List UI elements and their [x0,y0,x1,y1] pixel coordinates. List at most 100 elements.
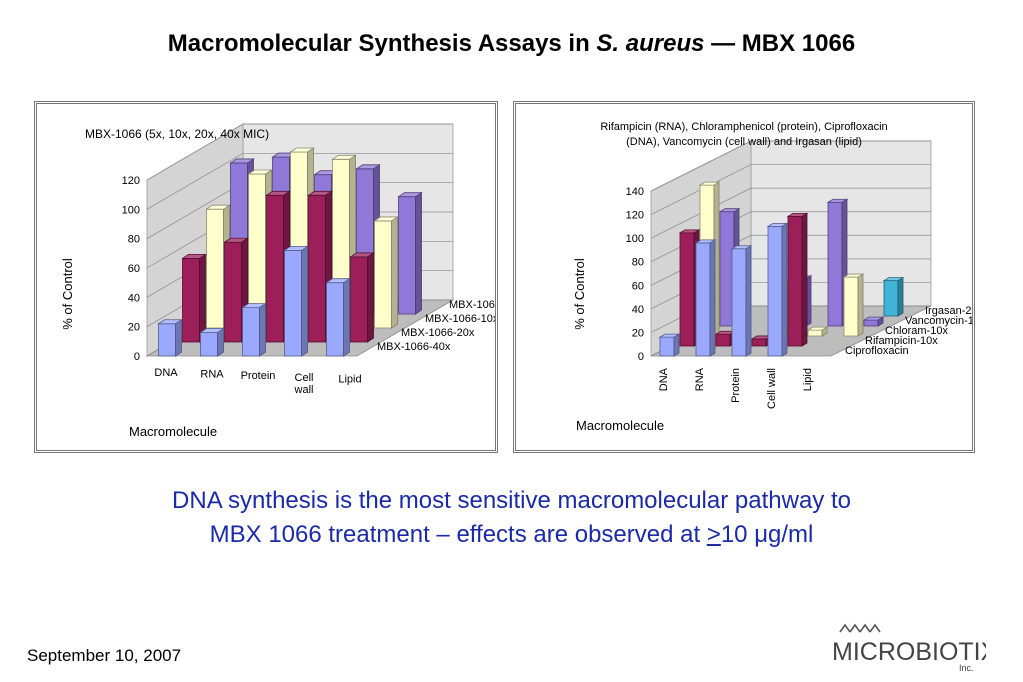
bar-top [698,181,721,186]
bar-side [343,277,350,357]
legend-entry: MBX-1066-20x [401,327,475,339]
bar-top [355,164,381,170]
bar-front [308,194,326,343]
bar-top [826,198,849,203]
key-message: DNA synthesis is the most sensitive macr… [40,484,983,552]
chart-title: Rifampicin (RNA), Chloramphenicol (prote… [600,121,887,133]
legend-entry: Vancomycin-10x [905,315,972,327]
bar-top [289,147,315,153]
bar-top [730,245,753,250]
bar-front [731,248,747,357]
bar-front [182,257,200,343]
bar-top [806,326,829,331]
x-tick-label: RNA [200,369,224,381]
bar [694,239,717,357]
bar-top [718,208,741,213]
bar-front [206,208,224,329]
y-tick-label: 80 [632,257,644,269]
y-tick-label: 120 [122,175,140,187]
bar-side [175,318,182,357]
x-tick-label: DNA [658,367,670,391]
bar-side [897,276,904,317]
y-tick-label: 100 [122,204,140,216]
y-axis-title: % of Control [572,258,587,330]
bar [325,277,351,357]
bar [199,327,225,357]
y-tick-label: 60 [632,280,644,292]
bar-side [673,333,680,357]
x-tick-label: RNA [694,367,706,391]
gridline [650,187,931,239]
bar-top [766,222,789,227]
logo-wordmark: MICROBIOTIX [832,638,986,666]
bar-top [181,253,207,259]
bar [806,326,829,337]
bar [730,245,753,357]
bar-top [862,316,885,321]
bar-front [374,220,392,329]
legend-entry: Rifampicin-10x [865,335,938,347]
bar-top [199,328,225,333]
x-axis-title: Macromolecule [129,424,217,439]
bar-side [217,327,224,357]
title-species: S. aureus [596,30,705,57]
bar [786,212,809,347]
legend-entry: Ciprofloxacin [845,345,909,357]
gridline [146,123,453,181]
bar-front [695,242,711,357]
chart-panel-controls: 0 20 40 60 80 100 120 140 DNA RNA Protein Cell wall… [513,101,975,453]
bar [283,245,309,357]
x-tick-label: Protein [730,368,742,403]
bar-top [283,245,309,251]
bar-top [265,190,291,196]
x-axis-title: Macromolecule [576,418,664,433]
bar [862,316,885,327]
x-tick-label: Cell wall [766,368,778,409]
message-ge-symbol: > [706,521,721,548]
bar-front [883,280,899,317]
message-line-2: MBX 1066 treatment – effects are observe… [40,518,983,552]
x-tick-label: Lipid [802,368,814,391]
y-tick-label: 0 [638,351,644,363]
logo-sub: Inc. [959,663,974,673]
legend-entry: MBX-1066-40x [377,341,451,353]
bar-front [284,249,302,357]
bar-side [259,302,266,357]
bar-top [229,158,255,164]
legend-entry: MBX-1066-10x [425,313,495,325]
logo-mark-icon [839,623,881,633]
bar-top [678,229,701,234]
x-tick-label: Lipid [338,373,361,385]
legend-entry: MBX-1066-5x [449,299,495,311]
gridline [650,140,931,192]
bar [157,318,183,357]
legend-entry: Chloram-10x [885,325,948,337]
chart-panel-mbx1066: 0 20 40 60 80 100 120 DNA RNA Protein Cell wall Lipi… [34,101,498,453]
gridline [650,164,931,215]
bar-front [224,241,242,343]
bar-side [415,191,422,315]
bar-side [199,253,206,343]
title-text: Macromolecular Synthesis Assays in [167,30,597,57]
message-line-2-a: MBX 1066 treatment – effects are observe… [209,521,707,548]
bar-side [745,245,752,357]
gridline [146,152,453,210]
bar [842,273,865,337]
bar-top [223,237,249,243]
bar-top [373,216,399,222]
bar-top [694,239,717,244]
bar-top [658,333,681,338]
bar-side [709,239,716,357]
bar-side [301,245,308,357]
bar-front [242,307,260,357]
bar-front [350,256,368,343]
bar-top [247,169,273,175]
bar [349,252,375,343]
footer-date: September 10, 2007 [27,646,182,665]
bar [373,216,399,329]
y-tick-label: 0 [134,351,140,363]
slide-title: Macromolecular Synthesis Assays in S. au… [0,30,1023,58]
bar-front [843,276,859,337]
bar-top [349,252,375,258]
bar-front [326,282,344,357]
